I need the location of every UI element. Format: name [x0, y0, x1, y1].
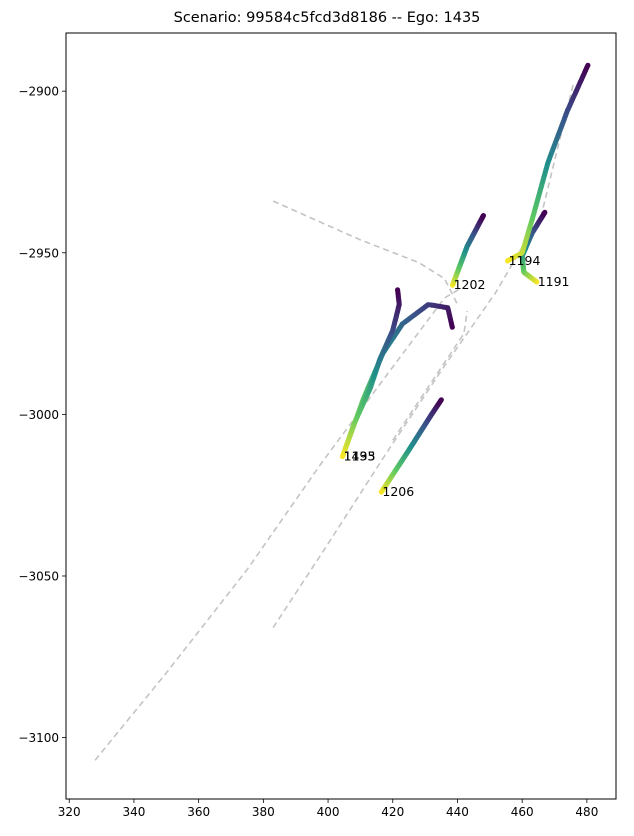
x-tick-label: 420: [381, 805, 404, 819]
track-label-1191: 1191: [538, 274, 570, 289]
track-1193: [340, 287, 402, 459]
x-tick-label: 380: [252, 805, 275, 819]
track-1206-point: [438, 397, 444, 403]
x-tick-label: 460: [511, 805, 534, 819]
x-tick-label: 480: [575, 805, 598, 819]
lane-line-0: [94, 287, 462, 761]
y-tick-label: −3000: [18, 408, 59, 422]
track-1191-point: [542, 209, 548, 215]
track-label-1202: 1202: [454, 277, 486, 292]
x-tick-label: 360: [187, 805, 210, 819]
agent-trajectories: [340, 62, 591, 495]
track-1435: [340, 302, 455, 459]
y-tick-label: −3050: [18, 569, 59, 583]
lane-line-1: [272, 81, 575, 629]
chart-title: Scenario: 99584c5fcd3d8186 -- Ego: 1435: [174, 10, 481, 26]
lane-line-2: [272, 200, 459, 305]
x-tick-label: 400: [317, 805, 340, 819]
track-1193-point: [395, 287, 401, 293]
axes: 320 340 360 380 400 420 440 460 480 −2900 −2950 −30…: [18, 85, 598, 819]
track-1194-point: [585, 62, 591, 68]
plot-frame: [65, 32, 617, 800]
lane-line-3: [392, 310, 468, 441]
y-tick-label: −2950: [18, 246, 59, 260]
x-tick-label: 340: [122, 805, 145, 819]
y-tick-label: −2900: [18, 85, 59, 99]
x-tick-label: 440: [446, 805, 469, 819]
lane-centerlines: [94, 81, 575, 761]
track-label-1206: 1206: [382, 484, 414, 499]
y-tick-label: −3100: [18, 731, 59, 745]
track-label-1194: 1194: [509, 253, 541, 268]
track-1435-point: [449, 324, 455, 330]
track-label-1435: 1435: [344, 448, 376, 463]
track-label-1193: 1193: [344, 448, 376, 463]
track-1202: [450, 213, 486, 288]
track-1194: [505, 62, 591, 264]
track-1206: [378, 397, 444, 495]
x-tick-label: 320: [58, 805, 81, 819]
track-1202-point: [480, 213, 486, 219]
